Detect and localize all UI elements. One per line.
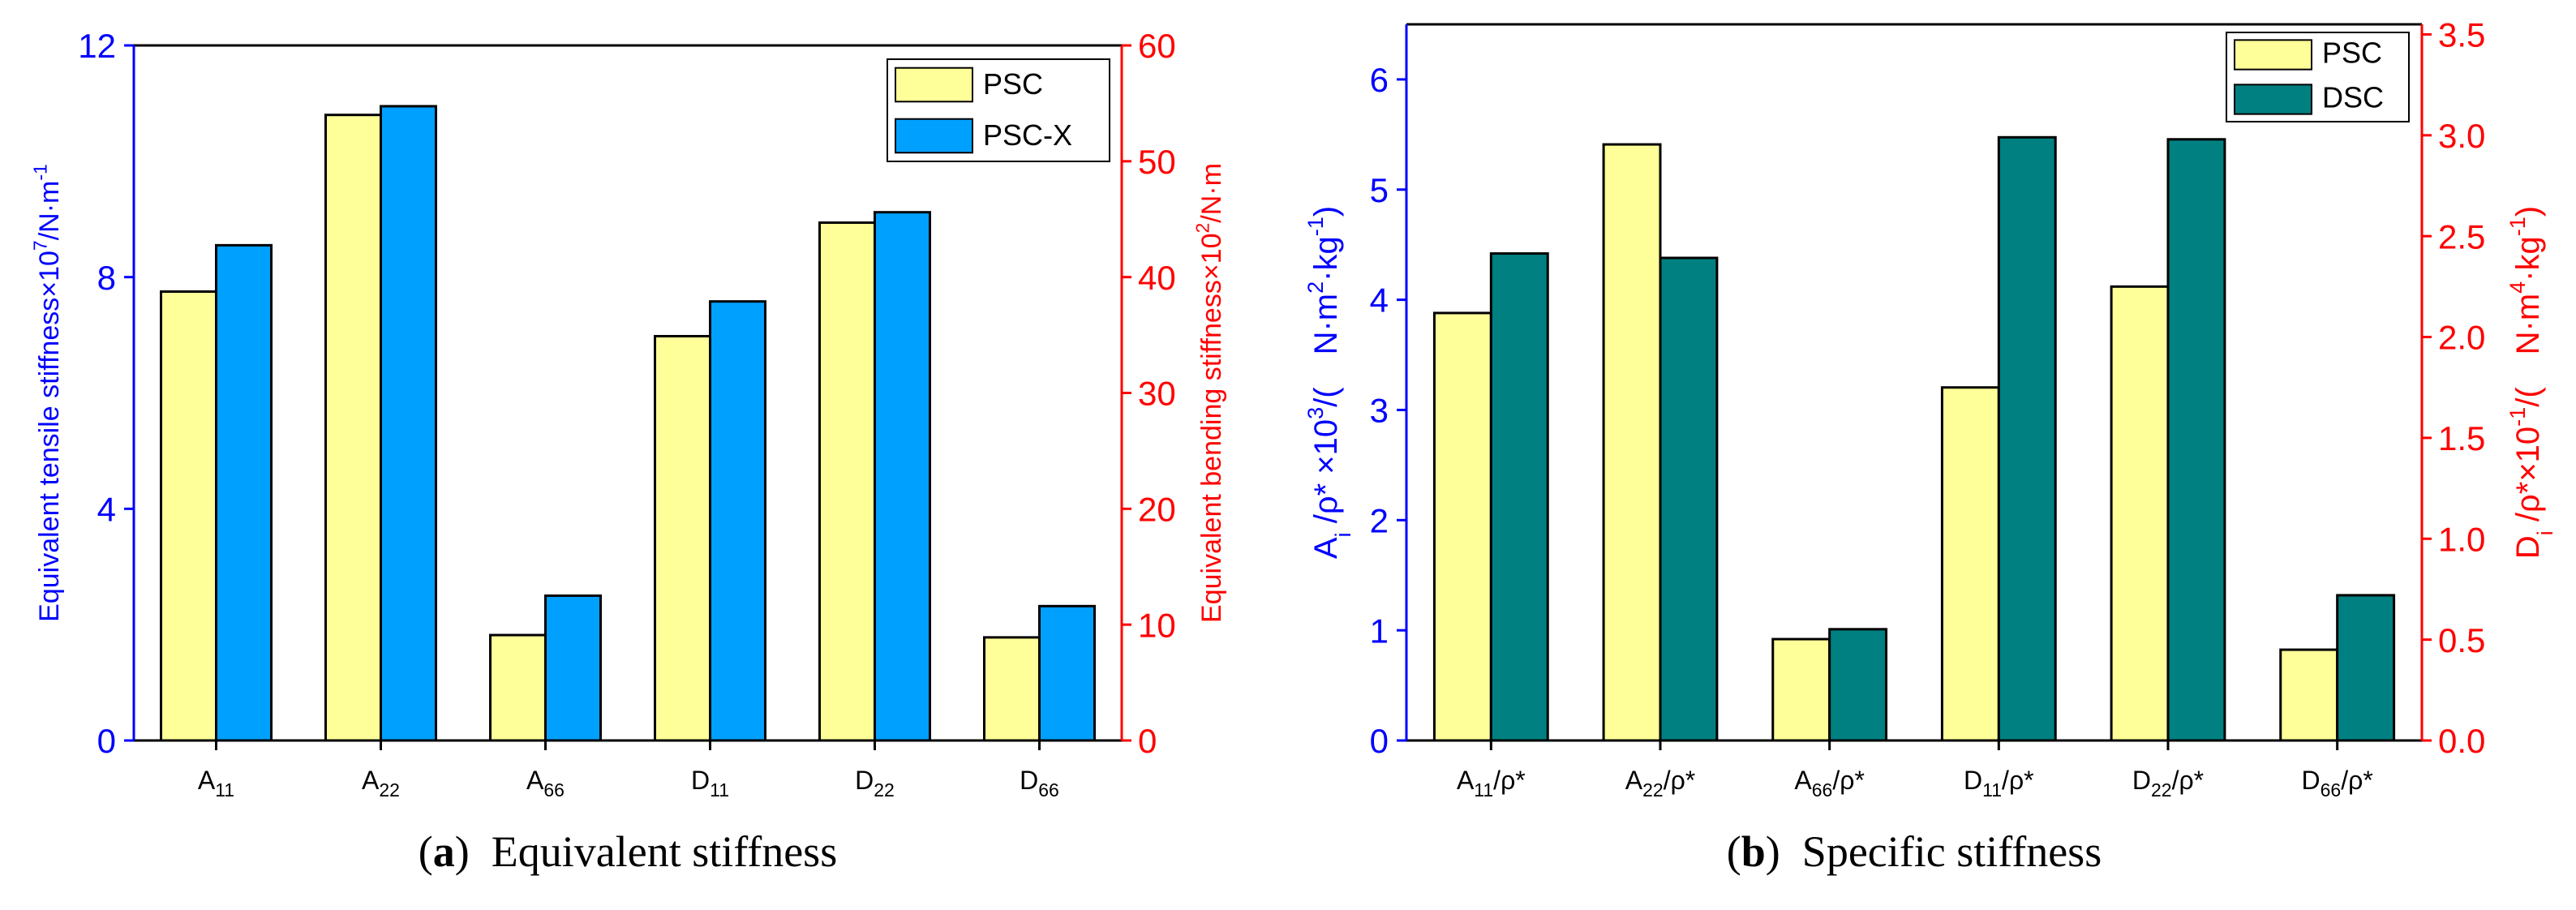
bar-psc-x-d11 <box>709 300 767 742</box>
right-tick-label: 50 <box>1138 143 1176 181</box>
right-tick-label: 1.5 <box>2438 419 2485 457</box>
right-tick-label: 10 <box>1138 606 1176 644</box>
x-tick-label: A22/ρ* <box>1625 766 1695 801</box>
right-tick-label: 60 <box>1138 27 1176 65</box>
left-tick-label: 0 <box>1370 722 1389 760</box>
right-tick-label: 3.5 <box>2438 16 2485 54</box>
bar-psc-a66 <box>488 633 547 742</box>
right-axis-title: Equivalent bending stiffness×102/N·m <box>1192 163 1227 623</box>
right-tick-label: 2.0 <box>2438 319 2485 357</box>
x-tick-label: D66/ρ* <box>2302 766 2373 801</box>
left-tick-label: 8 <box>97 259 116 297</box>
legend: PSC DSC <box>2226 32 2410 122</box>
left-tick-label: 4 <box>97 490 116 528</box>
bar-psc-x-a22 <box>380 105 438 742</box>
x-tick-label: A11/ρ* <box>1457 766 1526 801</box>
legend-swatch-psc <box>895 67 973 103</box>
x-tick-label: D22/ρ* <box>2132 766 2204 801</box>
left-tick-label: 4 <box>1370 281 1389 320</box>
bar-dsc-d22 <box>2166 138 2226 742</box>
left-axis-title: Ai /ρ* ×103/( N·m2·kg-1) <box>1303 206 1355 559</box>
right-tick-label: 2.5 <box>2438 217 2485 255</box>
right-axis-title: Di /ρ*×10-1/( N·m4·kg-1) <box>2505 206 2557 559</box>
x-tick-label: D66 <box>1020 766 1059 801</box>
right-tick-label: 3.0 <box>2438 117 2485 155</box>
right-tick-label: 20 <box>1138 490 1176 528</box>
bar-psc-d66 <box>982 636 1041 742</box>
chart-b: 0 1 2 3 4 5 6 0.0 0.5 1.0 1.5 2.0 2.5 3.0 3.5 Ai /ρ* ×1… <box>1303 16 2557 876</box>
legend: PSC PSC-X <box>887 58 1110 162</box>
bar-psc-x-d22 <box>874 211 932 742</box>
x-tick-label: A11 <box>198 766 234 801</box>
bar-psc-a22 <box>324 114 382 742</box>
legend-label-psc-x: PSC-X <box>983 118 1072 152</box>
bar-psc-x-a11 <box>215 243 273 742</box>
right-tick-label: 0 <box>1138 722 1157 760</box>
x-tick-label: D11/ρ* <box>1964 766 2034 801</box>
bar-psc-d11 <box>653 335 711 742</box>
left-tick-label: 3 <box>1370 392 1389 430</box>
x-tick-label: D22 <box>855 766 895 801</box>
bar-dsc-a22 <box>1659 256 1719 742</box>
chart-a: 0 4 8 12 0 10 20 30 40 50 60 Equivalent tensile sti… <box>30 27 1227 876</box>
x-tick-label: A22 <box>362 766 400 801</box>
legend-label-dsc: DSC <box>2322 80 2384 114</box>
x-tick-label: A66/ρ* <box>1794 766 1864 801</box>
left-tick-label: 5 <box>1370 171 1389 209</box>
left-tick-label: 2 <box>1370 501 1389 539</box>
bar-dsc-a66 <box>1828 628 1888 742</box>
right-tick-label: 0.0 <box>2438 722 2485 760</box>
x-tick-label: A66 <box>526 766 565 801</box>
left-tick-label: 1 <box>1370 612 1389 650</box>
left-axis-title: Equivalent tensile stiffness×107/N·m-1 <box>30 164 65 622</box>
bar-dsc-d11 <box>1997 135 2057 742</box>
legend-swatch-psc-x <box>895 118 973 154</box>
left-tick-label: 6 <box>1370 61 1389 99</box>
bar-psc-a11 <box>1432 311 1492 742</box>
bar-psc-a66 <box>1771 637 1831 742</box>
right-tick-label: 30 <box>1138 375 1176 413</box>
bar-psc-d22 <box>2110 285 2170 742</box>
left-tick-label: 0 <box>97 722 116 760</box>
bar-psc-x-a66 <box>544 594 603 742</box>
legend-label-psc: PSC <box>983 67 1043 101</box>
legend-swatch-psc <box>2234 39 2312 71</box>
bar-psc-d11 <box>1940 386 2000 742</box>
bar-psc-d22 <box>818 221 876 742</box>
bar-dsc-a11 <box>1489 252 1549 742</box>
left-tick-label: 12 <box>78 27 116 65</box>
caption-a: (a) Equivalent stiffness <box>419 827 837 876</box>
bar-psc-d66 <box>2279 648 2339 742</box>
x-tick-label: D11 <box>691 766 729 801</box>
legend-label-psc: PSC <box>2322 36 2382 69</box>
bar-psc-a22 <box>1602 143 1662 742</box>
right-tick-label: 40 <box>1138 259 1176 297</box>
right-tick-label: 1.0 <box>2438 520 2485 558</box>
legend-swatch-dsc <box>2234 84 2312 115</box>
bar-psc-a11 <box>159 290 217 742</box>
caption-b: (b) Specific stiffness <box>1727 827 2102 876</box>
bar-dsc-d66 <box>2336 594 2396 742</box>
bar-psc-x-d66 <box>1038 604 1097 742</box>
right-tick-label: 0.5 <box>2438 621 2485 659</box>
